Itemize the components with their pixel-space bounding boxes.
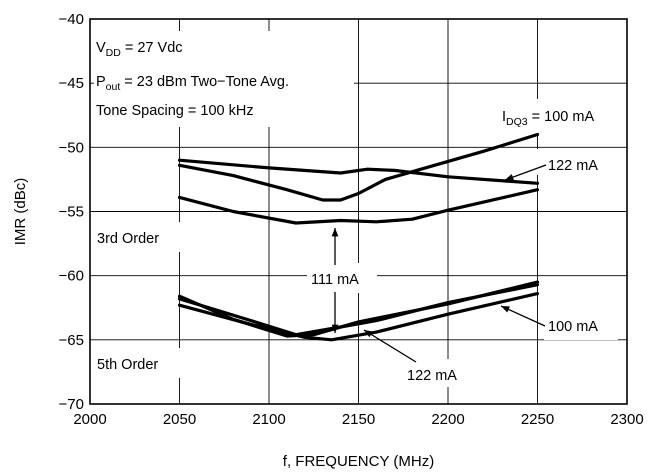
y-tick-label: −70 (59, 396, 84, 413)
y-tick-label: −50 (59, 139, 84, 156)
x-axis-title: f, FREQUENCY (MHz) (283, 453, 434, 470)
annotations (331, 164, 547, 363)
y-tick-label: −65 (59, 332, 84, 349)
label-background (403, 359, 477, 387)
label-111ma: 111 mA (311, 272, 359, 288)
label-idq3-100ma: IDQ3 = 100 mA (502, 109, 594, 128)
arrow-122ma-5th-head (364, 330, 373, 338)
label-5th-order: 5th Order (97, 357, 158, 373)
series-lines (94, 31, 624, 387)
series-line-3rd-100ma (177, 132, 540, 202)
arrow-111ma-3rd-head (331, 228, 339, 237)
label-background (94, 31, 354, 127)
y-tick-label: −60 (59, 268, 84, 285)
x-tick-label: 2100 (252, 411, 285, 428)
x-tick-label: 2250 (521, 411, 554, 428)
tick-labels: 2000 2050 2100 2150 2200 2250 2300 −40 −45 −50 −55… (59, 11, 644, 428)
x-tick-label: 2300 (610, 411, 643, 428)
label-background (95, 348, 185, 378)
x-tick-label: 2000 (73, 411, 106, 428)
series-line-3rd-122ma (177, 158, 540, 185)
y-tick-label: −40 (59, 11, 84, 28)
label-122ma-3rd: 122 mA (548, 158, 598, 174)
y-tick-label: −55 (59, 204, 84, 221)
y-axis-title: IMR (dBc) (12, 178, 29, 246)
label-background (536, 149, 616, 175)
arrow-100ma-5th-head (501, 306, 510, 313)
series-line-5th-122ma (177, 283, 540, 337)
label-background (496, 99, 624, 133)
label-background (307, 263, 377, 293)
series-line-3rd-111ma (177, 188, 540, 225)
label-background (95, 222, 185, 252)
label-122ma-5th: 122 mA (407, 368, 457, 384)
arrow-122ma-5th (363, 329, 417, 363)
label-100ma-5th: 100 mA (548, 319, 598, 335)
y-tick-label: −45 (59, 75, 84, 92)
plot-frame (89, 18, 628, 405)
x-tick-label: 2150 (342, 411, 375, 428)
condition-tone-spacing: Tone Spacing = 100 kHz (96, 103, 254, 119)
x-tick-label: 2050 (163, 411, 196, 428)
arrow-122ma-3rd-head (505, 173, 514, 181)
label-3rd-order: 3rd Order (97, 231, 159, 247)
series-line-5th-100ma (177, 292, 540, 342)
condition-pout: Pout = 23 dBm Two−Tone Avg. (96, 74, 289, 93)
condition-vdd: VDD = 27 Vdc (96, 40, 183, 59)
arrow-111ma-5th-head (331, 324, 339, 333)
label-background (544, 312, 618, 340)
x-tick-label: 2200 (431, 411, 464, 428)
